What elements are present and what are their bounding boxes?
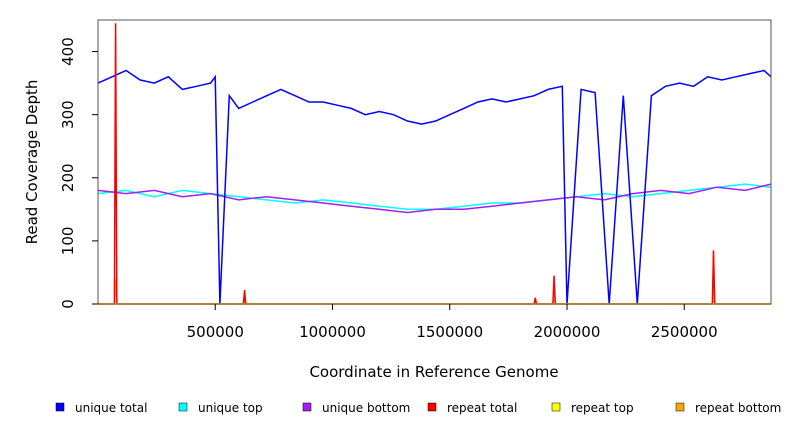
legend-swatch-unique-top — [178, 402, 188, 412]
legend-label-repeat-total: repeat total — [447, 401, 517, 415]
x-tick-label: 2000000 — [534, 323, 601, 341]
x-axis: 500000 1000000 1500000 2000000 2500000 — [187, 304, 718, 341]
series-line-repeat-bottom — [98, 256, 771, 305]
legend-swatch-repeat-top — [551, 402, 561, 412]
plot-frame — [97, 19, 772, 305]
series-line-unique-top — [97, 183, 772, 211]
series-line-unique-bottom — [97, 183, 772, 214]
y-axis: 0 100 200 300 400 — [59, 37, 98, 309]
y-tick-label: 100 — [59, 227, 77, 256]
x-tick-label: 2500000 — [651, 323, 718, 341]
x-tick-label: 500000 — [187, 323, 244, 341]
legend-label-repeat-bottom: repeat bottom — [695, 401, 781, 415]
y-axis-title: Read Coverage Depth — [23, 80, 41, 245]
series-layer — [97, 23, 772, 305]
y-tick-label: 300 — [59, 100, 77, 129]
x-axis-title: Coordinate in Reference Genome — [309, 363, 558, 381]
legend-label-unique-total: unique total — [75, 401, 147, 415]
legend: unique total unique top unique bottom repea… — [55, 401, 781, 415]
legend-swatch-unique-total — [55, 402, 65, 412]
legend-swatch-unique-bottom — [302, 402, 312, 412]
y-tick-label: 200 — [59, 163, 77, 192]
legend-label-unique-bottom: unique bottom — [322, 401, 410, 415]
legend-swatch-repeat-bottom — [675, 402, 685, 412]
legend-label-repeat-top: repeat top — [571, 401, 634, 415]
series-line-repeat-total — [98, 23, 771, 305]
legend-label-unique-top: unique top — [198, 401, 263, 415]
y-tick-label: 400 — [59, 37, 77, 66]
x-tick-label: 1000000 — [299, 323, 366, 341]
legend-swatch-repeat-total — [427, 402, 437, 412]
y-tick-label: 0 — [59, 299, 77, 309]
series-line-unique-total — [97, 69, 772, 305]
x-tick-label: 1500000 — [416, 323, 483, 341]
